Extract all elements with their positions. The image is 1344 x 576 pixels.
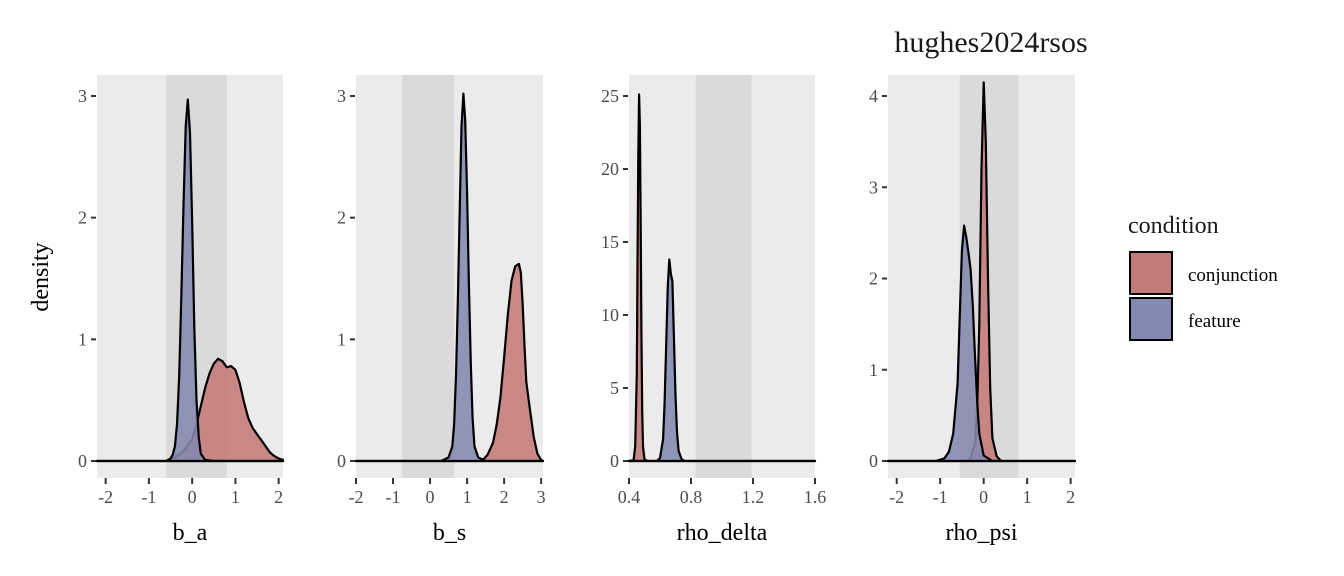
x-axis-title: b_a bbox=[173, 520, 208, 546]
x-tick-label: -1 bbox=[933, 487, 948, 507]
x-tick-label: 2 bbox=[1066, 487, 1075, 507]
x-tick-label: 1 bbox=[231, 487, 240, 507]
y-tick-label: 0 bbox=[610, 451, 619, 471]
x-tick-label: 1.6 bbox=[804, 487, 827, 507]
panel-b_a: 0 1 2 3 -2 -1 0 1 2 b_a bbox=[78, 75, 285, 546]
x-tick-label: 0 bbox=[979, 487, 988, 507]
y-tick-label: 4 bbox=[869, 86, 878, 106]
panel-rho_delta: 0 5 10 15 20 25 0.4 0.8 1.2 1.6 rho_delta bbox=[601, 75, 826, 546]
panel-rho_psi: 0 1 2 3 4 -2 -1 0 1 2 rho_psi bbox=[869, 75, 1077, 546]
y-tick-label: 0 bbox=[337, 451, 346, 471]
x-tick-label: 2 bbox=[500, 487, 509, 507]
x-tick-label: 1 bbox=[1023, 487, 1032, 507]
x-tick-label: -2 bbox=[98, 487, 113, 507]
x-tick-label: -2 bbox=[889, 487, 904, 507]
density-feature bbox=[354, 92, 545, 463]
x-axis-title: b_s bbox=[433, 520, 466, 546]
density-feature bbox=[886, 224, 1077, 463]
y-tick-label: 20 bbox=[601, 159, 619, 179]
legend-label-feature: feature bbox=[1188, 311, 1241, 332]
legend-key-feature bbox=[1129, 297, 1173, 341]
y-tick-label: 5 bbox=[610, 378, 619, 398]
figure-title: hughes2024rsos bbox=[894, 26, 1087, 59]
y-tick-label: 2 bbox=[337, 208, 346, 228]
x-tick-label: 1.2 bbox=[742, 487, 765, 507]
x-tick-label: 0 bbox=[188, 487, 197, 507]
highlight-band bbox=[695, 75, 752, 478]
y-tick-label: 15 bbox=[601, 232, 619, 252]
density-feature bbox=[627, 258, 817, 463]
y-tick-label: 0 bbox=[78, 451, 87, 471]
density-feature bbox=[95, 98, 285, 463]
y-tick-label: 2 bbox=[78, 208, 87, 228]
legend-title: condition bbox=[1128, 213, 1219, 239]
x-axis-title: rho_delta bbox=[677, 520, 768, 546]
x-tick-label: -1 bbox=[386, 487, 401, 507]
x-tick-label: 0.4 bbox=[618, 487, 641, 507]
y-tick-label: 1 bbox=[869, 360, 878, 380]
density-conjunction bbox=[354, 262, 545, 463]
x-tick-label: -1 bbox=[141, 487, 156, 507]
y-tick-label: 2 bbox=[869, 269, 878, 289]
x-axis-title: rho_psi bbox=[946, 520, 1018, 546]
panel-b_s: 0 1 2 3 -2 -1 0 1 2 3 b_s bbox=[337, 75, 546, 546]
x-tick-label: 0 bbox=[426, 487, 435, 507]
y-tick-label: 0 bbox=[869, 451, 878, 471]
x-tick-label: 1 bbox=[463, 487, 472, 507]
legend-label-conjunction: conjunction bbox=[1188, 265, 1278, 286]
highlight-band bbox=[402, 75, 455, 478]
legend: condition conjunction feature bbox=[1128, 213, 1278, 341]
x-tick-label: -2 bbox=[349, 487, 364, 507]
y-tick-label: 1 bbox=[337, 329, 346, 349]
y-tick-label: 3 bbox=[337, 86, 346, 106]
x-tick-label: 3 bbox=[537, 487, 546, 507]
y-tick-label: 10 bbox=[601, 305, 619, 325]
legend-key-conjunction bbox=[1129, 251, 1173, 295]
x-tick-label: 0.8 bbox=[680, 487, 703, 507]
y-tick-label: 3 bbox=[78, 86, 87, 106]
x-tick-label: 2 bbox=[274, 487, 283, 507]
y-tick-label: 3 bbox=[869, 177, 878, 197]
y-tick-label: 1 bbox=[78, 329, 87, 349]
y-tick-label: 25 bbox=[601, 86, 619, 106]
y-axis-title: density bbox=[28, 242, 54, 311]
